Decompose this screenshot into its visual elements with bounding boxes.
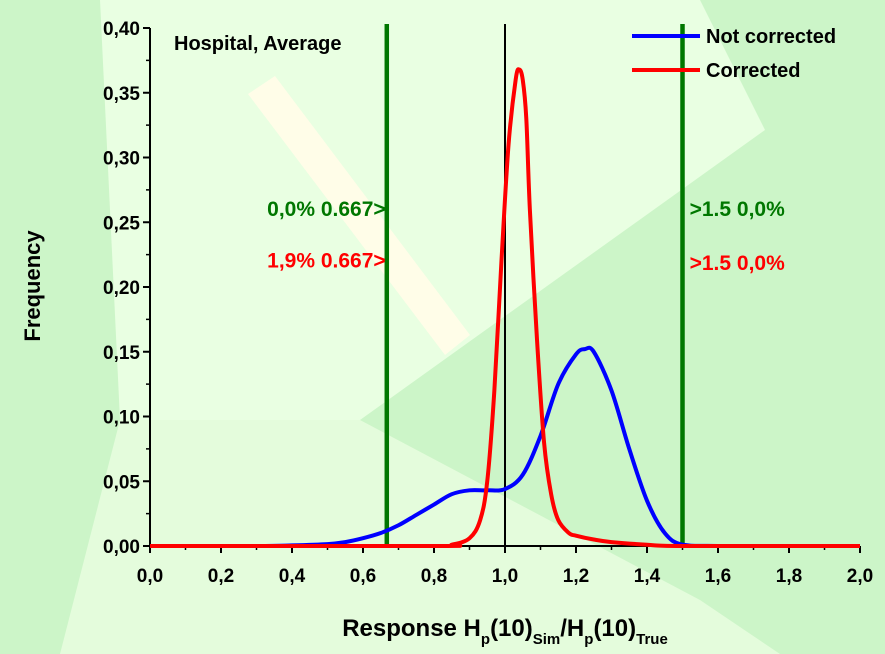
annotations: 0,0% 0.667> 1,9% 0.667> >1.5 0,0% >1.5 0,0% bbox=[267, 198, 785, 275]
y-axis: 0,00 0,05 0,10 0,15 0,20 0,25 0,30 0,35 0,40 bbox=[103, 19, 151, 558]
x-tick-label: 1,4 bbox=[634, 566, 661, 587]
series-line-not-corrected bbox=[150, 345, 860, 549]
background-diagonal-stripe bbox=[248, 76, 470, 355]
annotation-2: >1.5 0,0% bbox=[690, 198, 785, 221]
chart-title: Hospital, Average bbox=[174, 33, 341, 55]
annotation-3: >1.5 0,0% bbox=[690, 252, 785, 275]
x-tick-label: 0,6 bbox=[350, 566, 376, 587]
x-axis-title: Response Hp(10)Sim/Hp(10)True bbox=[342, 615, 668, 648]
x-tick-label: 0,8 bbox=[421, 566, 447, 587]
y-tick-label: 0,40 bbox=[103, 19, 140, 40]
legend: Not corrected Corrected bbox=[632, 26, 836, 82]
x-tick-label: 2,0 bbox=[847, 566, 873, 587]
x-tick-label: 0,2 bbox=[208, 566, 234, 587]
series-line-corrected bbox=[150, 67, 860, 548]
legend-label-corrected: Corrected bbox=[706, 60, 800, 82]
series-layer bbox=[150, 67, 860, 549]
legend-label-not-corrected: Not corrected bbox=[706, 26, 836, 48]
annotation-0: 0,0% 0.667> bbox=[267, 198, 386, 221]
y-tick-label: 0,35 bbox=[103, 84, 140, 105]
threshold-lines bbox=[384, 24, 685, 546]
y-tick-label: 0,10 bbox=[103, 408, 140, 429]
y-tick-label: 0,15 bbox=[103, 343, 140, 364]
y-tick-label: 0,25 bbox=[103, 213, 140, 234]
y-tick-label: 0,05 bbox=[103, 472, 140, 493]
x-tick-label: 1,2 bbox=[563, 566, 589, 587]
x-tick-label: 0,4 bbox=[279, 566, 306, 587]
background-light-panel-bottom bbox=[60, 420, 780, 654]
x-tick-label: 1,6 bbox=[705, 566, 731, 587]
x-tick-label: 1,8 bbox=[776, 566, 802, 587]
y-axis-title: Frequency bbox=[20, 230, 45, 342]
y-tick-label: 0,30 bbox=[103, 149, 140, 170]
y-tick-label: 0,00 bbox=[103, 537, 140, 558]
x-tick-label: 1,0 bbox=[492, 566, 518, 587]
y-tick-label: 0,20 bbox=[103, 278, 140, 299]
annotation-1: 1,9% 0.667> bbox=[267, 250, 386, 273]
x-tick-label: 0,0 bbox=[137, 566, 163, 587]
